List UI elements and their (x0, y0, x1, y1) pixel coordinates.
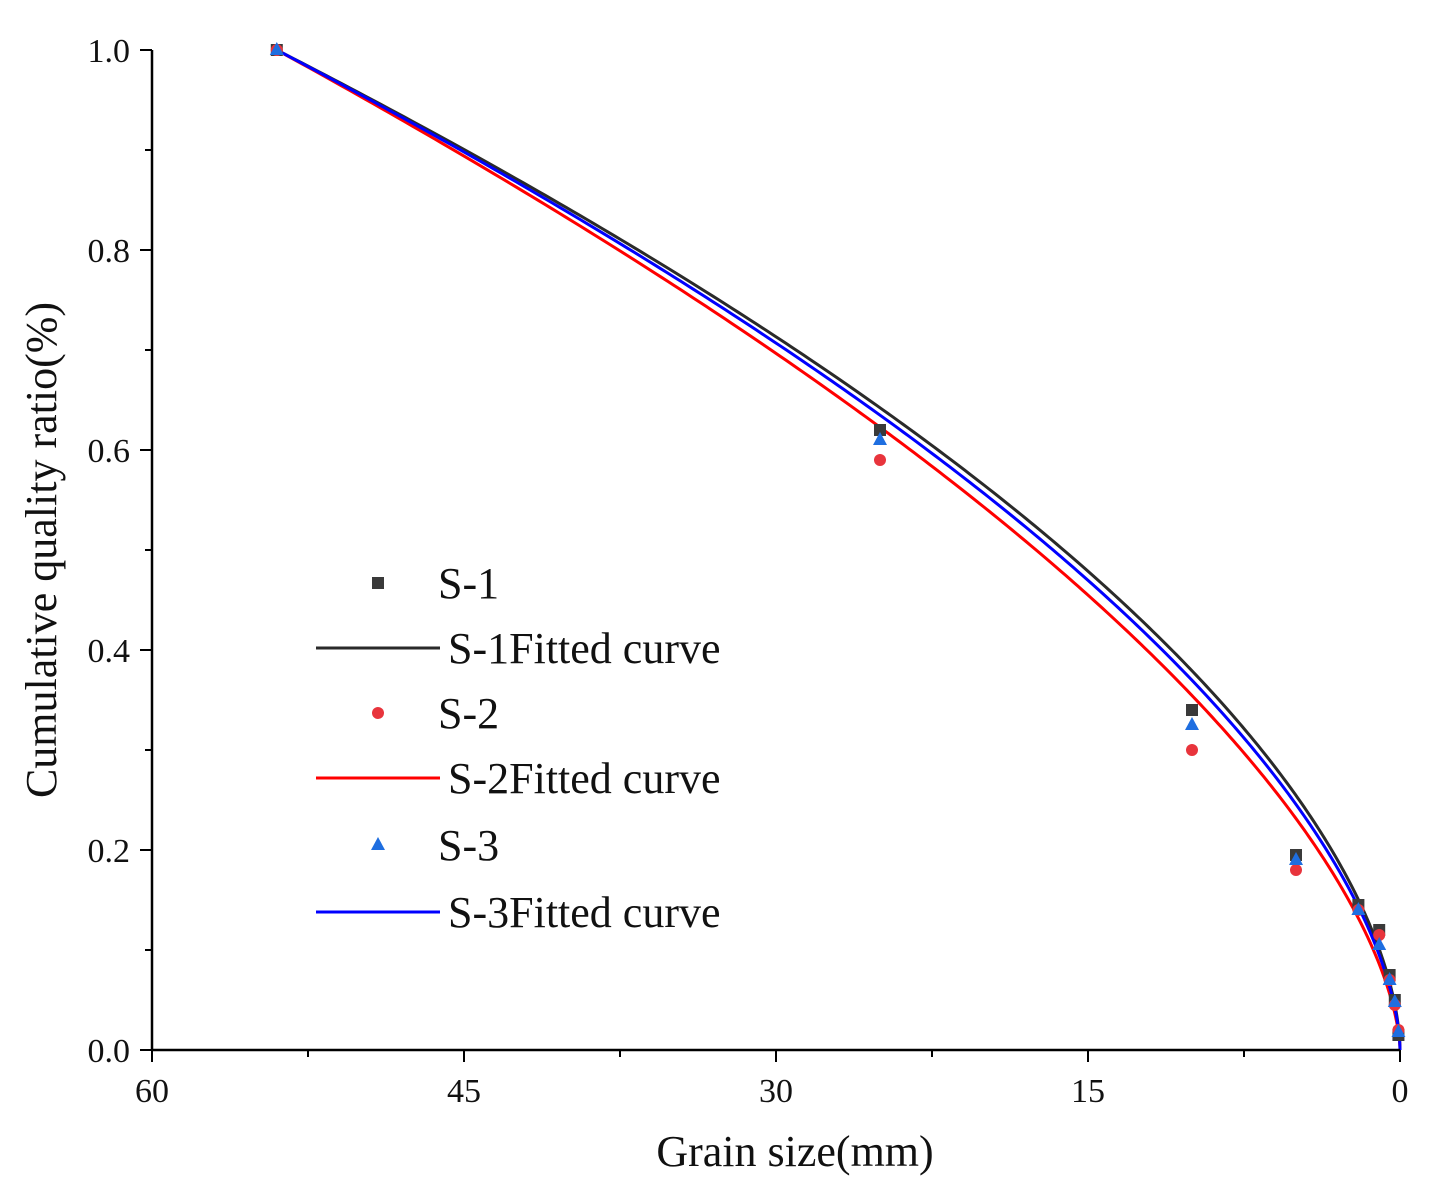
data-point (1351, 902, 1366, 915)
data-point (1372, 937, 1387, 950)
legend-marker (372, 577, 384, 589)
fitted-curve (276, 48, 1402, 1050)
data-point (1289, 852, 1303, 865)
fitted-curve (276, 48, 1402, 1050)
legend-label: S-1 (438, 559, 499, 608)
data-point (873, 432, 887, 445)
y-tick-label: 0.6 (88, 433, 131, 470)
axes (150, 50, 1400, 1052)
x-axis-title: Grain size(mm) (656, 1127, 933, 1176)
data-point (1185, 717, 1199, 730)
x-tick-label: 15 (1071, 1073, 1105, 1110)
ticks: 60 45 30 15 0 0.0 0.2 0.4 0.6 0.8 1.0 (88, 33, 1409, 1110)
y-axis-title: Cumulative quality ratio(%) (17, 302, 66, 798)
data-point (1186, 704, 1198, 716)
data-point (1382, 972, 1397, 985)
y-tick-label: 0.2 (88, 833, 131, 870)
y-tick-label: 0.0 (88, 1033, 131, 1070)
x-tick-label: 30 (759, 1073, 793, 1110)
legend-label: S-1Fitted curve (448, 624, 721, 673)
data-point (1391, 1024, 1406, 1037)
y-tick-label: 0.8 (88, 233, 131, 270)
fitted-curve (276, 48, 1402, 1050)
legend: S-1 S-1Fitted curve S-2 S-2Fitted curve S-3 S… (316, 559, 721, 937)
legend-label: S-3 (438, 821, 499, 870)
data-point (874, 424, 886, 436)
legend-label: S-3Fitted curve (448, 888, 721, 937)
data-point (269, 42, 284, 55)
data-point (1373, 929, 1386, 941)
x-tick-label: 0 (1392, 1073, 1409, 1110)
legend-label: S-2Fitted curve (448, 754, 721, 803)
x-tick-label: 60 (135, 1073, 169, 1110)
y-tick-label: 1.0 (88, 33, 131, 70)
legend-marker (372, 707, 384, 719)
data-point (1186, 744, 1198, 756)
x-tick-label: 45 (447, 1073, 481, 1110)
legend-label: S-2 (438, 689, 499, 738)
y-tick-label: 0.4 (88, 633, 131, 670)
data-point (874, 454, 886, 466)
legend-marker (371, 837, 385, 850)
plot-area (269, 42, 1406, 1050)
data-point (1387, 994, 1402, 1007)
data-point (1290, 864, 1302, 876)
